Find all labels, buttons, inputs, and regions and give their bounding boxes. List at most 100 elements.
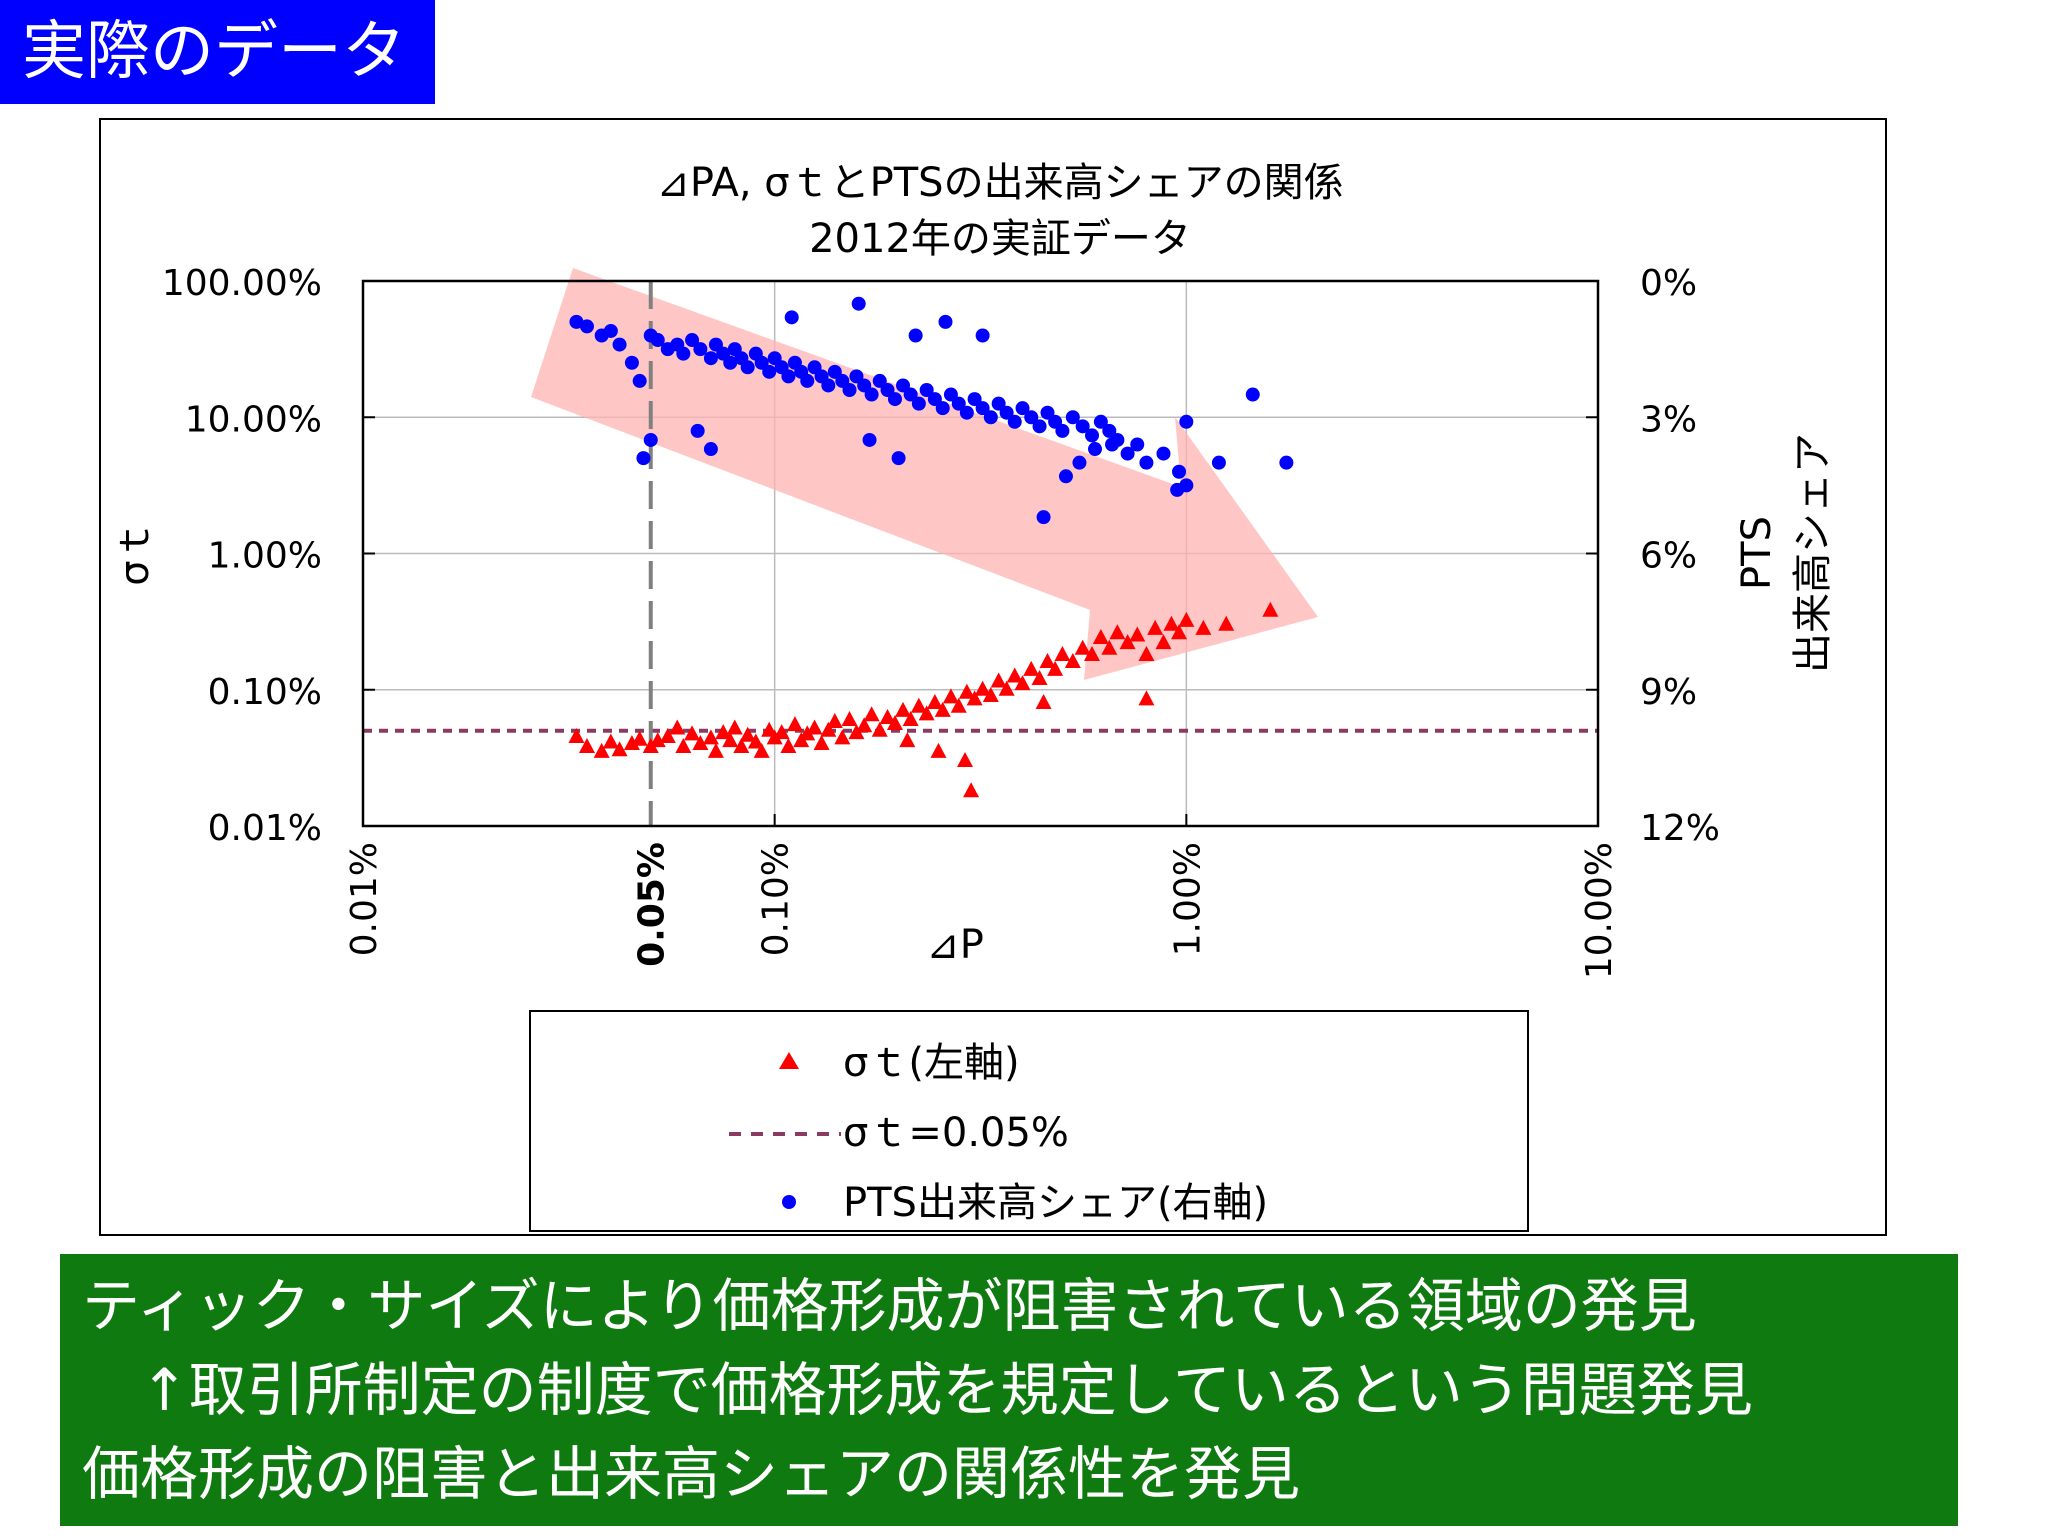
pts-share-point — [569, 314, 584, 329]
sigma-point — [1084, 645, 1101, 661]
sigma-point — [578, 738, 595, 754]
pts-share-point — [919, 383, 934, 397]
pts-share-point — [685, 333, 700, 348]
pts-share-point — [935, 401, 950, 416]
sigma-point — [623, 734, 640, 750]
pts-share-point — [821, 378, 836, 393]
sigma-point — [631, 730, 648, 746]
y-left-tick-label: 0.10% — [208, 672, 322, 713]
sigma-point — [733, 738, 750, 754]
sigma-point — [1101, 639, 1118, 655]
sigma-point — [1109, 624, 1126, 640]
sigma-point — [895, 701, 912, 717]
pts-share-point — [938, 314, 953, 329]
sigma-point — [963, 782, 980, 798]
x-tick-label: 10.00% — [1579, 842, 1620, 979]
sigma-point — [649, 732, 666, 748]
sigma-point — [739, 726, 756, 742]
sigma-point — [602, 733, 619, 749]
pts-share-point — [967, 392, 982, 407]
sigma-point — [856, 717, 873, 733]
pts-share-point — [1072, 455, 1087, 470]
sigma-point — [957, 751, 974, 767]
finding-line-2: ↑取引所制定の制度で価格形成を規定しているという問題発見 — [82, 1356, 1753, 1424]
sigma-point — [669, 719, 686, 735]
x-tick-label: 1.00% — [1167, 842, 1208, 956]
sigma-point — [1039, 652, 1056, 668]
pts-share-point — [849, 369, 864, 384]
pts-share-point — [842, 383, 857, 397]
pts-share-point — [693, 342, 708, 357]
pts-share-point — [1093, 414, 1108, 429]
y-right-tick-label: 9% — [1640, 672, 1697, 713]
sigma-point — [863, 706, 880, 722]
sigma-point — [834, 729, 851, 745]
pts-share-point — [908, 328, 923, 343]
pts-share-point — [800, 373, 815, 388]
sigma-point — [753, 742, 770, 758]
pts-share-point — [1245, 387, 1260, 402]
pts-share-point — [975, 401, 990, 416]
sigma-point — [799, 725, 816, 741]
sigma-point — [820, 721, 837, 737]
sigma-point — [1035, 693, 1052, 709]
pts-share-point — [943, 387, 958, 402]
pts-share-point — [1102, 423, 1117, 438]
y-right-tick-label: 12% — [1640, 808, 1720, 849]
y-left-tick-label: 10.00% — [185, 399, 322, 440]
legend-label-pts: PTS出来高シェア(右軸) — [843, 1180, 1269, 1226]
legend-label-reference: σｔ=0.05% — [843, 1110, 1069, 1156]
sigma-point — [950, 697, 967, 713]
y-right-axis-label-line1: PTS — [1734, 516, 1780, 590]
pts-share-point — [983, 410, 998, 425]
sigma-point — [1138, 690, 1155, 706]
sigma-point — [1014, 675, 1031, 691]
sigma-point — [942, 688, 959, 704]
pts-share-point — [991, 396, 1006, 411]
pts-share-point — [959, 405, 974, 420]
sigma-point — [886, 715, 903, 731]
pts-share-point — [1088, 442, 1103, 457]
sigma-point — [910, 697, 927, 713]
pts-share-point — [872, 373, 887, 388]
sigma-point — [1129, 626, 1146, 642]
pts-share-point — [999, 405, 1014, 420]
pts-share-point — [887, 392, 902, 407]
pts-share-point — [864, 387, 879, 402]
sigma-point — [1195, 619, 1212, 635]
pts-share-point — [1058, 469, 1073, 484]
pts-share-point — [1032, 419, 1047, 434]
sigma-point — [930, 742, 947, 758]
sigma-point — [934, 701, 951, 717]
sigma-point — [1054, 645, 1071, 661]
sigma-point — [899, 732, 916, 748]
pts-share-point — [1065, 410, 1080, 425]
sigma-point — [1064, 652, 1081, 668]
pts-share-point — [690, 423, 705, 438]
pts-share-point — [643, 432, 658, 447]
sigma-point — [722, 732, 739, 748]
sigma-point — [715, 724, 732, 740]
pts-share-point — [603, 323, 618, 338]
pts-share-point — [676, 346, 691, 361]
pts-share-point — [1036, 510, 1051, 525]
y-right-tick-label: 0% — [1640, 263, 1697, 304]
pts-share-point — [1130, 437, 1145, 452]
pts-share-point — [650, 333, 665, 348]
pts-share-point — [624, 355, 639, 370]
sigma-point — [611, 741, 628, 757]
sigma-point — [568, 727, 585, 743]
x-tick-label: 0.05% — [632, 842, 673, 967]
pts-share-point — [891, 451, 906, 466]
sigma-point — [659, 727, 676, 743]
x-axis-label: ⊿P — [926, 922, 984, 968]
pts-share-point — [703, 351, 718, 366]
pts-share-point — [612, 337, 627, 352]
pts-share-point — [740, 360, 755, 375]
y-right-tick-label: 3% — [1640, 399, 1697, 440]
pts-share-point — [1179, 414, 1194, 429]
sigma-point — [692, 734, 709, 750]
sigma-point — [998, 680, 1015, 696]
sigma-point — [1047, 660, 1064, 676]
pts-share-point — [851, 296, 866, 311]
